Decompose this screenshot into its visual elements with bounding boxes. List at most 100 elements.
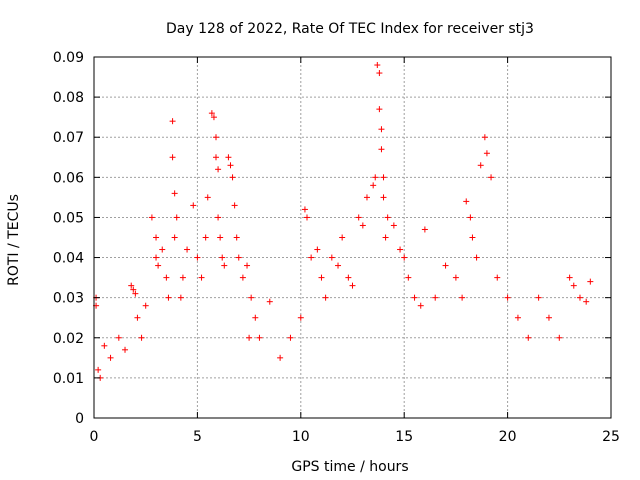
data-point (213, 134, 220, 141)
data-point (202, 234, 209, 241)
data-point (494, 274, 501, 281)
x-tick-label: 5 (193, 429, 202, 445)
data-point (239, 274, 246, 281)
data-point (349, 282, 356, 289)
data-point (198, 274, 205, 281)
data-point (587, 278, 594, 285)
data-point (179, 274, 186, 281)
data-point (128, 282, 135, 289)
data-point (374, 62, 381, 69)
data-point (122, 346, 129, 353)
data-point (576, 294, 583, 301)
data-point (231, 202, 238, 209)
data-point (221, 262, 228, 269)
y-tick-label: 0 (75, 411, 84, 427)
data-point (194, 254, 201, 261)
data-point (322, 294, 329, 301)
data-point (190, 202, 197, 209)
data-point (153, 234, 160, 241)
data-point (380, 174, 387, 181)
data-point (208, 110, 215, 117)
data-point (467, 214, 474, 221)
data-point (227, 162, 234, 169)
data-point (165, 294, 172, 301)
x-tick-label: 20 (499, 429, 517, 445)
data-point (378, 126, 385, 133)
data-point (155, 262, 162, 269)
data-point (566, 274, 573, 281)
data-point (130, 286, 137, 293)
data-point (363, 194, 370, 201)
data-point (481, 134, 488, 141)
data-point (95, 366, 102, 373)
data-point (169, 118, 176, 125)
data-point (246, 334, 253, 341)
data-point (405, 274, 412, 281)
data-point (380, 194, 387, 201)
data-point (304, 214, 311, 221)
x-tick-label: 10 (292, 429, 310, 445)
data-point (339, 234, 346, 241)
data-point (376, 106, 383, 113)
data-point (153, 254, 160, 261)
data-point (372, 174, 379, 181)
data-point (514, 314, 521, 321)
data-point (148, 214, 155, 221)
data-point (488, 174, 495, 181)
data-point (171, 190, 178, 197)
data-point (256, 334, 263, 341)
data-point (217, 234, 224, 241)
data-point (308, 254, 315, 261)
data-point (477, 162, 484, 169)
y-tick-label: 0.06 (53, 170, 84, 186)
data-point (335, 262, 342, 269)
x-tick-label: 25 (602, 429, 620, 445)
y-tick-label: 0.08 (53, 90, 84, 106)
data-point (297, 314, 304, 321)
data-point (248, 294, 255, 301)
data-point (401, 254, 408, 261)
data-point (473, 254, 480, 261)
y-tick-label: 0.07 (53, 130, 84, 146)
data-point (463, 198, 470, 205)
data-point (134, 314, 141, 321)
data-point (204, 194, 211, 201)
plot-frame (93, 56, 612, 419)
data-point (252, 314, 259, 321)
data-point (345, 274, 352, 281)
data-point (583, 298, 590, 305)
data-point (328, 254, 335, 261)
x-tick-label: 0 (90, 429, 99, 445)
data-point (390, 222, 397, 229)
data-point (378, 146, 385, 153)
data-point (138, 334, 145, 341)
grid-lines (94, 57, 611, 418)
y-tick-label: 0.05 (53, 210, 84, 226)
data-point (159, 246, 166, 253)
data-point (483, 150, 490, 157)
y-tick-label: 0.01 (53, 371, 84, 387)
data-point (421, 226, 428, 233)
data-point (184, 246, 191, 253)
y-tick-label: 0.02 (53, 331, 84, 347)
data-point (177, 294, 184, 301)
x-axis-label: GPS time / hours (291, 459, 408, 475)
y-axis-label: ROTI / TECUs (6, 194, 22, 286)
data-point (397, 246, 404, 253)
y-tick-label: 0.04 (53, 251, 84, 267)
data-point (266, 298, 273, 305)
data-point (235, 254, 242, 261)
data-point (115, 334, 122, 341)
data-point (210, 114, 217, 121)
axis-ticks: 0 5 10 15 20 25 0 0.01 0.02 0.03 0.04 0.05 0.06 0.07 0… (53, 50, 620, 445)
data-points (93, 62, 594, 381)
data-point (318, 274, 325, 281)
data-point (556, 334, 563, 341)
data-point (382, 234, 389, 241)
x-tick-label: 15 (395, 429, 413, 445)
data-point (376, 70, 383, 77)
y-tick-label: 0.03 (53, 291, 84, 307)
data-point (459, 294, 466, 301)
data-point (219, 254, 226, 261)
